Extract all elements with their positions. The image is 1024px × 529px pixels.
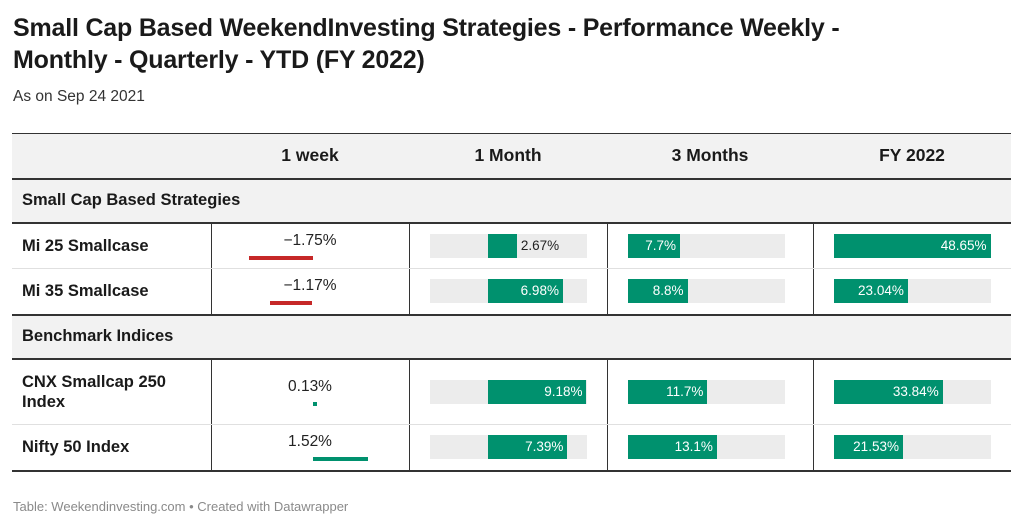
value-label: −1.17% [283,277,337,294]
value-label: 8.8% [652,283,684,299]
group-row: Benchmark Indices [12,314,1011,360]
bar-track: 13.1% [627,435,785,460]
value-label: 13.1% [674,439,713,455]
value-bar [833,233,991,258]
column-header-fy-2022: FY 2022 [813,133,1011,180]
group-label: Small Cap Based Strategies [12,178,1011,224]
value-bar [627,379,708,404]
value-bar [488,435,568,460]
table-row: Mi 25 Smallcase −1.75% 2.67% 7.7% 48.65% [12,222,1011,269]
value-label: 0.13% [288,377,332,395]
bar-track: 6.98% [429,279,587,304]
value-label: 33.84% [892,383,939,399]
table-row: Mi 35 Smallcase −1.17% 6.98% 8.8% 23.04% [12,268,1011,316]
bar-track: 7.7% [627,233,785,258]
value-label: 23.04% [858,283,904,299]
value-bar [488,233,517,258]
value-label: 48.65% [940,237,987,253]
footer-credit: Table: Weekendinvesting.com • Created wi… [13,499,349,514]
bar-track: 9.18% [429,379,587,404]
value-bar [627,435,717,460]
bar-track: 2.67% [429,233,587,258]
value-bar [488,379,587,404]
value-bar [627,233,681,258]
column-header-1-week: 1 week [211,133,409,180]
row-name: Mi 35 Smallcase [12,268,212,316]
value-label: −1.75% [283,231,337,249]
bar-track: 48.65% [833,233,991,258]
bar-track: 7.39% [429,435,587,460]
value-label: 21.53% [853,439,899,455]
bar-track: 33.84% [833,379,991,404]
value-label: 7.7% [645,237,677,253]
chart-title: Small Cap Based WeekendInvesting Strateg… [13,14,840,74]
value-bar [269,301,313,305]
row-name: Mi 25 Smallcase [12,222,212,269]
bar-track: 21.53% [833,435,991,460]
column-header [12,133,211,180]
value-label: 9.18% [544,383,583,399]
value-label: 7.39% [525,439,564,455]
value-bar [833,379,943,404]
row-name: CNX Smallcap 250 Index [12,358,212,425]
column-header-1-month: 1 Month [409,133,607,180]
value-bar [488,279,563,304]
bar-track: 23.04% [833,279,991,304]
value-label: 2.67% [520,237,560,253]
table-row: Nifty 50 Index 1.52% 7.39% 13.1% 21.53% [12,424,1011,472]
value-bar [312,457,368,461]
value-bar [833,435,903,460]
table-row: CNX Smallcap 250 Index 0.13% 9.18% 11.7% 33.… [12,358,1011,425]
row-name: Nifty 50 Index [12,424,212,472]
value-label: 11.7% [666,383,704,399]
group-label: Benchmark Indices [12,314,1011,360]
value-label: 1.52% [288,433,332,450]
performance-table: 1 week 1 Month 3 Months FY 2022 Small Ca… [12,133,1011,472]
group-row: Small Cap Based Strategies [12,178,1011,224]
bar-track: 11.7% [627,379,785,404]
bar-track: 8.8% [627,279,785,304]
value-label: 6.98% [520,283,559,299]
value-bar [627,279,688,304]
chart-subtitle: As on Sep 24 2021 [13,88,145,105]
value-bar [312,401,318,406]
value-bar [833,279,908,304]
column-header-3-months: 3 Months [607,133,813,180]
value-bar [248,255,313,260]
header-row: 1 week 1 Month 3 Months FY 2022 [12,133,1011,180]
